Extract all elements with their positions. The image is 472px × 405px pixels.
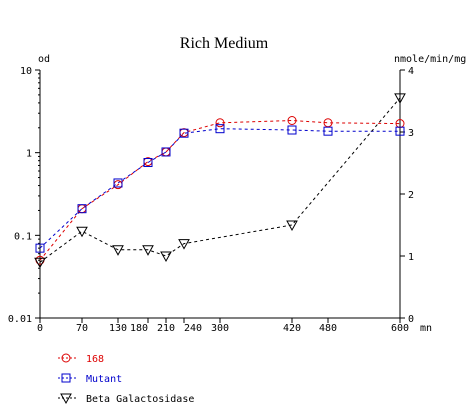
legend-marker-beta-galactosidase (60, 393, 72, 405)
data-point-168 (215, 118, 225, 128)
x-tick-label: 240 (184, 323, 202, 334)
chart-title: Rich Medium (180, 35, 269, 52)
series-line-mutant (39, 128, 400, 249)
series-line-beta-galactosidase (39, 97, 401, 263)
legend-marker-168 (61, 353, 71, 363)
data-point-mutant (113, 178, 123, 188)
data-point-beta-galactosidase (142, 245, 154, 256)
data-point-beta-galactosidase (160, 251, 172, 263)
series-line-168 (39, 119, 401, 261)
x-tick-label: 180 (130, 323, 148, 334)
data-point-mutant (77, 204, 87, 214)
data-point-beta-galactosidase (178, 239, 190, 250)
data-point-168 (287, 115, 297, 125)
x-axis-label: mn (420, 323, 432, 334)
right-axis-label: nmole/min/mg (394, 54, 466, 65)
x-tick-label: 70 (76, 323, 88, 334)
data-point-mutant (161, 147, 171, 157)
data-point-beta-galactosidase (112, 245, 124, 256)
left-tick-label: 10 (20, 66, 32, 77)
x-tick-label: 300 (211, 323, 229, 334)
legend-marker-mutant (61, 373, 71, 383)
data-point-beta-galactosidase (34, 257, 46, 269)
x-tick-label: 0 (37, 323, 43, 334)
x-tick-label: 420 (283, 323, 301, 334)
right-tick-label: 2 (408, 190, 414, 201)
data-point-mutant (143, 158, 153, 168)
data-point-beta-galactosidase (76, 226, 88, 238)
data-point-mutant (395, 126, 405, 136)
left-tick-label: 0.01 (8, 314, 32, 325)
data-point-mutant (35, 243, 45, 253)
data-point-mutant (287, 125, 297, 135)
x-tick-label: 600 (391, 323, 409, 334)
right-tick-label: 4 (408, 66, 414, 77)
data-point-beta-galactosidase (286, 220, 298, 232)
legend-label-168: 168 (86, 354, 104, 365)
data-point-mutant (179, 128, 189, 138)
right-tick-label: 1 (408, 252, 414, 263)
x-tick-label: 130 (109, 323, 127, 334)
legend-label-beta-galactosidase: Beta Galactosidase (86, 394, 194, 405)
x-tick-label: 210 (157, 323, 175, 334)
data-point-mutant (215, 124, 225, 134)
left-axis-label: od (38, 54, 50, 65)
left-tick-label: 1 (26, 149, 32, 160)
right-tick-label: 0 (408, 314, 414, 325)
legend-label-mutant: Mutant (86, 374, 122, 385)
left-tick-label: 0.1 (14, 231, 32, 242)
right-tick-label: 3 (408, 128, 414, 139)
data-point-beta-galactosidase (394, 93, 406, 104)
data-point-mutant (323, 126, 333, 136)
x-tick-label: 480 (319, 323, 337, 334)
